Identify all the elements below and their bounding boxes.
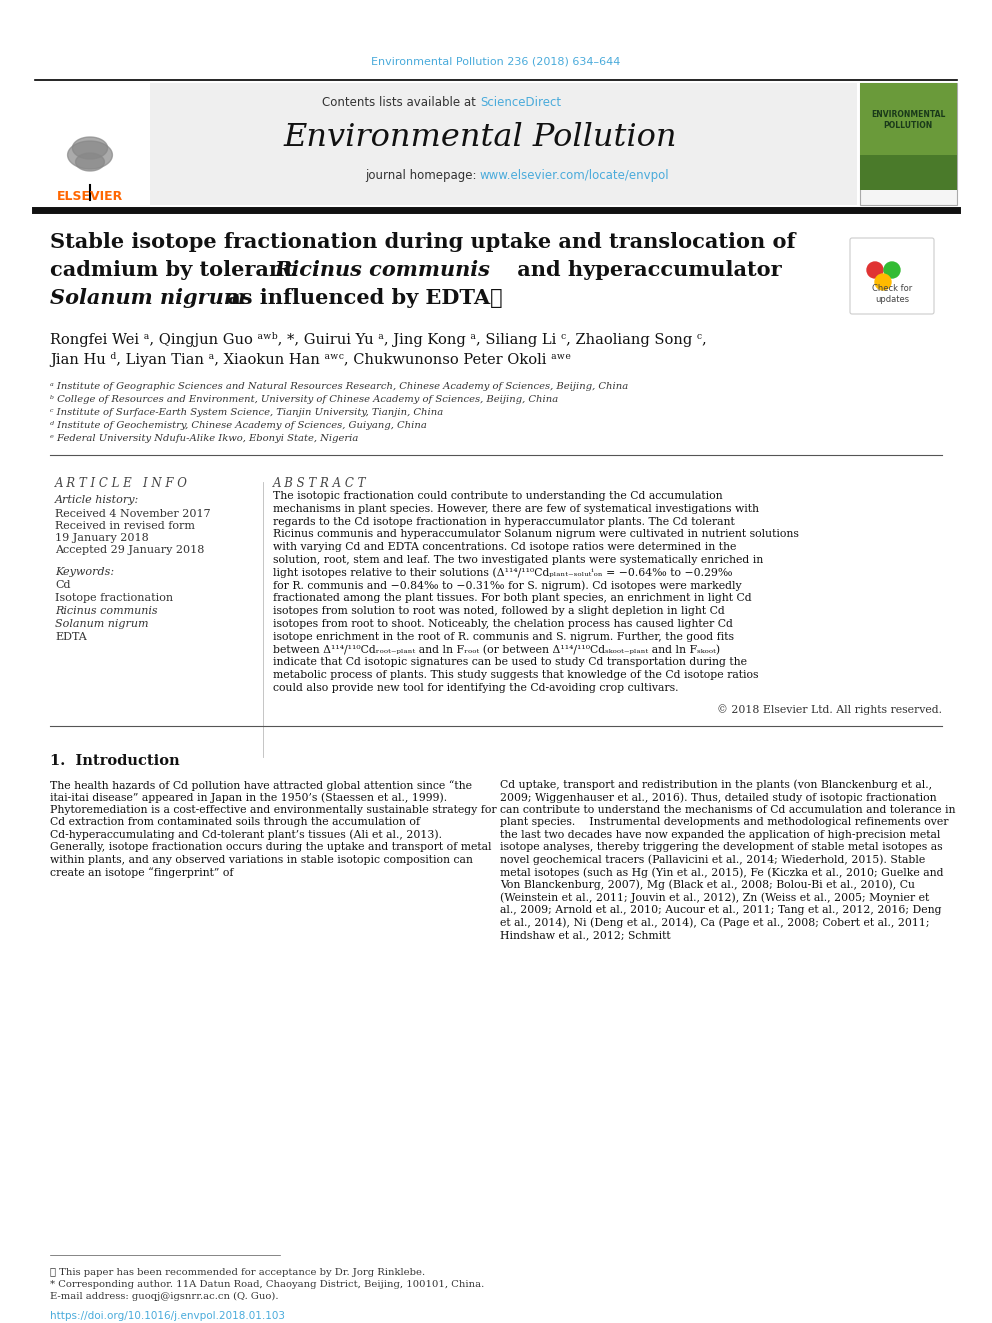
Text: Received 4 November 2017: Received 4 November 2017 bbox=[55, 509, 210, 519]
Bar bbox=[35, 83, 150, 205]
Circle shape bbox=[867, 262, 883, 278]
Text: 2009; Wiggenhauser et al., 2016). Thus, detailed study of isotopic fractionation: 2009; Wiggenhauser et al., 2016). Thus, … bbox=[500, 792, 936, 803]
Text: Von Blanckenburg, 2007), Mg (Black et al., 2008; Bolou-Bi et al., 2010), Cu: Von Blanckenburg, 2007), Mg (Black et al… bbox=[500, 880, 915, 890]
Text: create an isotope “fingerprint” of: create an isotope “fingerprint” of bbox=[50, 868, 233, 878]
Text: ᵃ Institute of Geographic Sciences and Natural Resources Research, Chinese Acade: ᵃ Institute of Geographic Sciences and N… bbox=[50, 382, 628, 392]
Text: ᵇ College of Resources and Environment, University of Chinese Academy of Science: ᵇ College of Resources and Environment, … bbox=[50, 396, 558, 404]
Text: novel geochemical tracers (Pallavicini et al., 2014; Wiederhold, 2015). Stable: novel geochemical tracers (Pallavicini e… bbox=[500, 855, 926, 865]
Bar bbox=[860, 155, 957, 191]
Text: ELSEVIER: ELSEVIER bbox=[57, 191, 123, 204]
Text: Isotope fractionation: Isotope fractionation bbox=[55, 593, 174, 603]
Text: journal homepage:: journal homepage: bbox=[365, 168, 480, 181]
Text: ENVIRONMENTAL
POLLUTION: ENVIRONMENTAL POLLUTION bbox=[871, 110, 945, 130]
Text: (Weinstein et al., 2011; Jouvin et al., 2012), Zn (Weiss et al., 2005; Moynier e: (Weinstein et al., 2011; Jouvin et al., … bbox=[500, 892, 930, 902]
Text: https://doi.org/10.1016/j.envpol.2018.01.103: https://doi.org/10.1016/j.envpol.2018.01… bbox=[50, 1311, 285, 1320]
Text: A B S T R A C T: A B S T R A C T bbox=[273, 478, 366, 490]
Text: EDTA: EDTA bbox=[55, 632, 86, 642]
Text: the last two decades have now expanded the application of high-precision metal: the last two decades have now expanded t… bbox=[500, 830, 940, 840]
Text: E-mail address: guoqj@igsnrr.ac.cn (Q. Guo).: E-mail address: guoqj@igsnrr.ac.cn (Q. G… bbox=[50, 1293, 279, 1301]
Text: ᶜ Institute of Surface-Earth System Science, Tianjin University, Tianjin, China: ᶜ Institute of Surface-Earth System Scie… bbox=[50, 407, 443, 417]
Text: ᵈ Institute of Geochemistry, Chinese Academy of Sciences, Guiyang, China: ᵈ Institute of Geochemistry, Chinese Aca… bbox=[50, 421, 427, 430]
Text: Hindshaw et al., 2012; Schmitt: Hindshaw et al., 2012; Schmitt bbox=[500, 930, 671, 939]
Text: © 2018 Elsevier Ltd. All rights reserved.: © 2018 Elsevier Ltd. All rights reserved… bbox=[717, 704, 942, 714]
Text: isotope enrichment in the root of R. communis and S. nigrum. Further, the good f: isotope enrichment in the root of R. com… bbox=[273, 632, 734, 642]
Text: itai-itai disease” appeared in Japan in the 1950’s (Staessen et al., 1999).: itai-itai disease” appeared in Japan in … bbox=[50, 792, 447, 803]
Polygon shape bbox=[75, 153, 104, 171]
Text: Phytoremediation is a cost-effective and environmentally sustainable strategy fo: Phytoremediation is a cost-effective and… bbox=[50, 804, 497, 815]
Text: Solanum nigrum: Solanum nigrum bbox=[50, 288, 246, 308]
Text: Ricinus communis and hyperaccumulator Solanum nigrum were cultivated in nutrient: Ricinus communis and hyperaccumulator So… bbox=[273, 529, 799, 540]
Circle shape bbox=[884, 262, 900, 278]
Text: isotope analyses, thereby triggering the development of stable metal isotopes as: isotope analyses, thereby triggering the… bbox=[500, 843, 942, 852]
Text: www.elsevier.com/locate/envpol: www.elsevier.com/locate/envpol bbox=[480, 168, 670, 181]
Text: Ricinus communis: Ricinus communis bbox=[55, 606, 158, 617]
Text: Solanum nigrum: Solanum nigrum bbox=[55, 619, 149, 628]
Text: indicate that Cd isotopic signatures can be used to study Cd transportation duri: indicate that Cd isotopic signatures can… bbox=[273, 658, 747, 667]
Text: Received in revised form: Received in revised form bbox=[55, 521, 195, 531]
FancyBboxPatch shape bbox=[850, 238, 934, 314]
Text: et al., 2014), Ni (Deng et al., 2014), Ca (Page et al., 2008; Cobert et al., 201: et al., 2014), Ni (Deng et al., 2014), C… bbox=[500, 917, 930, 927]
Text: ★ This paper has been recommended for acceptance by Dr. Jorg Rinklebe.: ★ This paper has been recommended for ac… bbox=[50, 1267, 426, 1277]
Text: metabolic process of plants. This study suggests that knowledge of the Cd isotop: metabolic process of plants. This study … bbox=[273, 671, 759, 680]
Text: with varying Cd and EDTA concentrations. Cd isotope ratios were determined in th: with varying Cd and EDTA concentrations.… bbox=[273, 542, 736, 552]
Text: cadmium by tolerant: cadmium by tolerant bbox=[50, 261, 301, 280]
Text: between Δ¹¹⁴/¹¹⁰Cdᵣₒₒₜ₋ₚₗₐₙₜ and ln Fᵣₒₒₜ (or between Δ¹¹⁴/¹¹⁰Cdₛₖₒₒₜ₋ₚₗₐₙₜ and : between Δ¹¹⁴/¹¹⁰Cdᵣₒₒₜ₋ₚₗₐₙₜ and ln Fᵣₒₒ… bbox=[273, 644, 720, 655]
Text: Jian Hu ᵈ, Liyan Tian ᵃ, Xiaokun Han ᵃʷᶜ, Chukwunonso Peter Okoli ᵃʷᵉ: Jian Hu ᵈ, Liyan Tian ᵃ, Xiaokun Han ᵃʷᶜ… bbox=[50, 352, 571, 366]
Text: and hyperaccumulator: and hyperaccumulator bbox=[510, 261, 782, 280]
Text: ᵉ Federal University Ndufu-Alike Ikwo, Ebonyi State, Nigeria: ᵉ Federal University Ndufu-Alike Ikwo, E… bbox=[50, 434, 358, 443]
Text: Cd extraction from contaminated soils through the accumulation of: Cd extraction from contaminated soils th… bbox=[50, 818, 420, 827]
Text: Cd-hyperaccumulating and Cd-tolerant plant’s tissues (Ali et al., 2013).: Cd-hyperaccumulating and Cd-tolerant pla… bbox=[50, 830, 442, 840]
Text: 1.  Introduction: 1. Introduction bbox=[50, 754, 180, 767]
Text: * Corresponding author. 11A Datun Road, Chaoyang District, Beijing, 100101, Chin: * Corresponding author. 11A Datun Road, … bbox=[50, 1279, 484, 1289]
Text: for R. communis and −0.84‰ to −0.31‰ for S. nigrum). Cd isotopes were markedly: for R. communis and −0.84‰ to −0.31‰ for… bbox=[273, 581, 742, 591]
Text: Environmental Pollution 236 (2018) 634–644: Environmental Pollution 236 (2018) 634–6… bbox=[371, 57, 621, 67]
Text: Ricinus communis: Ricinus communis bbox=[274, 261, 490, 280]
Text: Check for
updates: Check for updates bbox=[872, 284, 912, 304]
Text: Contents lists available at: Contents lists available at bbox=[322, 97, 480, 110]
Text: isotopes from root to shoot. Noticeably, the chelation process has caused lighte: isotopes from root to shoot. Noticeably,… bbox=[273, 619, 733, 628]
Bar bbox=[35, 83, 857, 205]
Text: The health hazards of Cd pollution have attracted global attention since “the: The health hazards of Cd pollution have … bbox=[50, 779, 472, 791]
Text: mechanisms in plant species. However, there are few of systematical investigatio: mechanisms in plant species. However, th… bbox=[273, 504, 759, 513]
Circle shape bbox=[875, 274, 891, 290]
Polygon shape bbox=[72, 138, 107, 159]
Text: regards to the Cd isotope fractionation in hyperaccumulator plants. The Cd toler: regards to the Cd isotope fractionation … bbox=[273, 516, 735, 527]
Text: could also provide new tool for identifying the Cd-avoiding crop cultivars.: could also provide new tool for identify… bbox=[273, 683, 679, 693]
Text: Accepted 29 January 2018: Accepted 29 January 2018 bbox=[55, 545, 204, 556]
Text: Rongfei Wei ᵃ, Qingjun Guo ᵃʷᵇ, *, Guirui Yu ᵃ, Jing Kong ᵃ, Siliang Li ᶜ, Zhaol: Rongfei Wei ᵃ, Qingjun Guo ᵃʷᵇ, *, Guiru… bbox=[50, 332, 706, 347]
Text: A R T I C L E   I N F O: A R T I C L E I N F O bbox=[55, 478, 187, 490]
Text: Stable isotope fractionation during uptake and translocation of: Stable isotope fractionation during upta… bbox=[50, 232, 796, 251]
Text: isotopes from solution to root was noted, followed by a slight depletion in ligh: isotopes from solution to root was noted… bbox=[273, 606, 725, 617]
Text: The isotopic fractionation could contribute to understanding the Cd accumulation: The isotopic fractionation could contrib… bbox=[273, 491, 722, 501]
Text: solution, root, stem and leaf. The two investigated plants were systematically e: solution, root, stem and leaf. The two i… bbox=[273, 556, 763, 565]
Polygon shape bbox=[67, 142, 112, 169]
Text: fractionated among the plant tissues. For both plant species, an enrichment in l: fractionated among the plant tissues. Fo… bbox=[273, 594, 752, 603]
Text: 19 January 2018: 19 January 2018 bbox=[55, 533, 149, 542]
Text: Keywords:: Keywords: bbox=[55, 568, 114, 577]
Text: Generally, isotope fractionation occurs during the uptake and transport of metal: Generally, isotope fractionation occurs … bbox=[50, 843, 491, 852]
Text: Environmental Pollution: Environmental Pollution bbox=[284, 123, 677, 153]
Text: ScienceDirect: ScienceDirect bbox=[480, 97, 561, 110]
Text: plant species.    Instrumental developments and methodological refinements over: plant species. Instrumental developments… bbox=[500, 818, 948, 827]
Text: al., 2009; Arnold et al., 2010; Aucour et al., 2011; Tang et al., 2012, 2016; De: al., 2009; Arnold et al., 2010; Aucour e… bbox=[500, 905, 941, 914]
Text: metal isotopes (such as Hg (Yin et al., 2015), Fe (Kiczka et al., 2010; Guelke a: metal isotopes (such as Hg (Yin et al., … bbox=[500, 868, 943, 878]
Text: light isotopes relative to their solutions (Δ¹¹⁴/¹¹⁰Cdₚₗₐₙₜ₋ₛₒₗᵤₜⁱₒₙ = −0.64‰ to: light isotopes relative to their solutio… bbox=[273, 568, 732, 578]
Text: as influenced by EDTA★: as influenced by EDTA★ bbox=[220, 288, 503, 308]
Text: Cd uptake, transport and redistribution in the plants (von Blanckenburg et al.,: Cd uptake, transport and redistribution … bbox=[500, 779, 932, 790]
Bar bbox=[860, 83, 957, 155]
Text: Cd: Cd bbox=[55, 579, 70, 590]
Bar bbox=[860, 83, 957, 205]
Text: within plants, and any observed variations in stable isotopic composition can: within plants, and any observed variatio… bbox=[50, 855, 473, 865]
Text: Article history:: Article history: bbox=[55, 495, 139, 505]
Text: can contribute to understand the mechanisms of Cd accumulation and tolerance in: can contribute to understand the mechani… bbox=[500, 804, 955, 815]
